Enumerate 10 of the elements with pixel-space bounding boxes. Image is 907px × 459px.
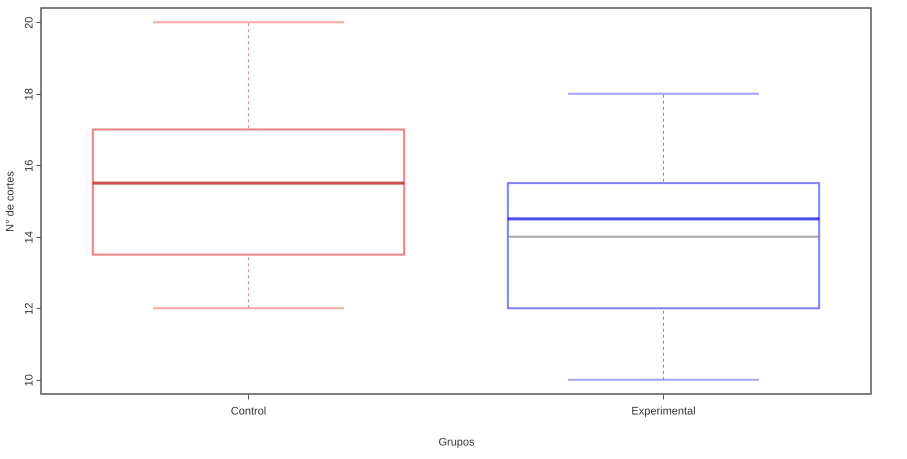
y-tick-label: 18 xyxy=(24,88,36,100)
x-tick-label: Experimental xyxy=(631,406,696,418)
y-tick-label: 20 xyxy=(24,16,36,29)
y-tick-label: 12 xyxy=(24,302,36,315)
y-axis-title: N° de cortes xyxy=(4,170,16,232)
y-tick-label: 10 xyxy=(24,374,36,386)
y-tick-label: 14 xyxy=(24,231,36,244)
y-tick-label: 16 xyxy=(24,160,36,172)
x-tick-label: Control xyxy=(230,406,266,418)
x-axis-title: Grupos xyxy=(438,436,476,448)
